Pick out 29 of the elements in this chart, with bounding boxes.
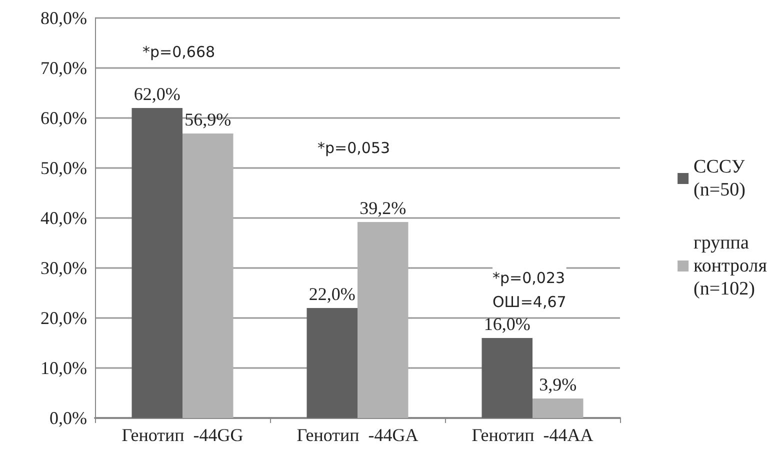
data-label: 3,9%	[539, 374, 577, 394]
data-label: 56,9%	[184, 110, 232, 130]
data-label: 62,0%	[134, 84, 180, 104]
x-tick-label: Генотип -44AA	[472, 425, 594, 445]
bar	[182, 134, 234, 418]
y-tick-label: 30,0%	[40, 258, 87, 278]
legend-label: группа контроля (n=102)	[694, 232, 768, 300]
data-label: 16,0%	[484, 314, 530, 334]
annotation: *p=0,668	[142, 43, 216, 61]
annotation: *p=0,023 ОШ=4,67	[492, 269, 566, 311]
y-tick-label: 50,0%	[40, 158, 87, 178]
bar	[358, 222, 408, 418]
y-tick-label: 80,0%	[40, 8, 87, 28]
legend-label: СССУ (n=50)	[694, 156, 746, 200]
annotation: *p=0,053	[318, 139, 390, 157]
data-label: 39,2%	[360, 198, 406, 218]
y-tick-label: 0,0%	[50, 408, 87, 428]
y-tick-label: 20,0%	[40, 308, 87, 328]
y-tick-label: 40,0%	[40, 208, 87, 228]
y-tick-label: 70,0%	[40, 58, 87, 78]
bar	[532, 398, 584, 418]
bar	[306, 308, 358, 418]
y-tick-label: 60,0%	[40, 108, 87, 128]
x-tick-label: Генотип -44GG	[122, 425, 244, 445]
bar	[482, 338, 532, 418]
x-tick-label: Генотип -44GA	[296, 425, 418, 445]
bar	[132, 108, 182, 418]
y-tick-label: 10,0%	[40, 358, 87, 378]
data-label: 22,0%	[308, 284, 356, 304]
